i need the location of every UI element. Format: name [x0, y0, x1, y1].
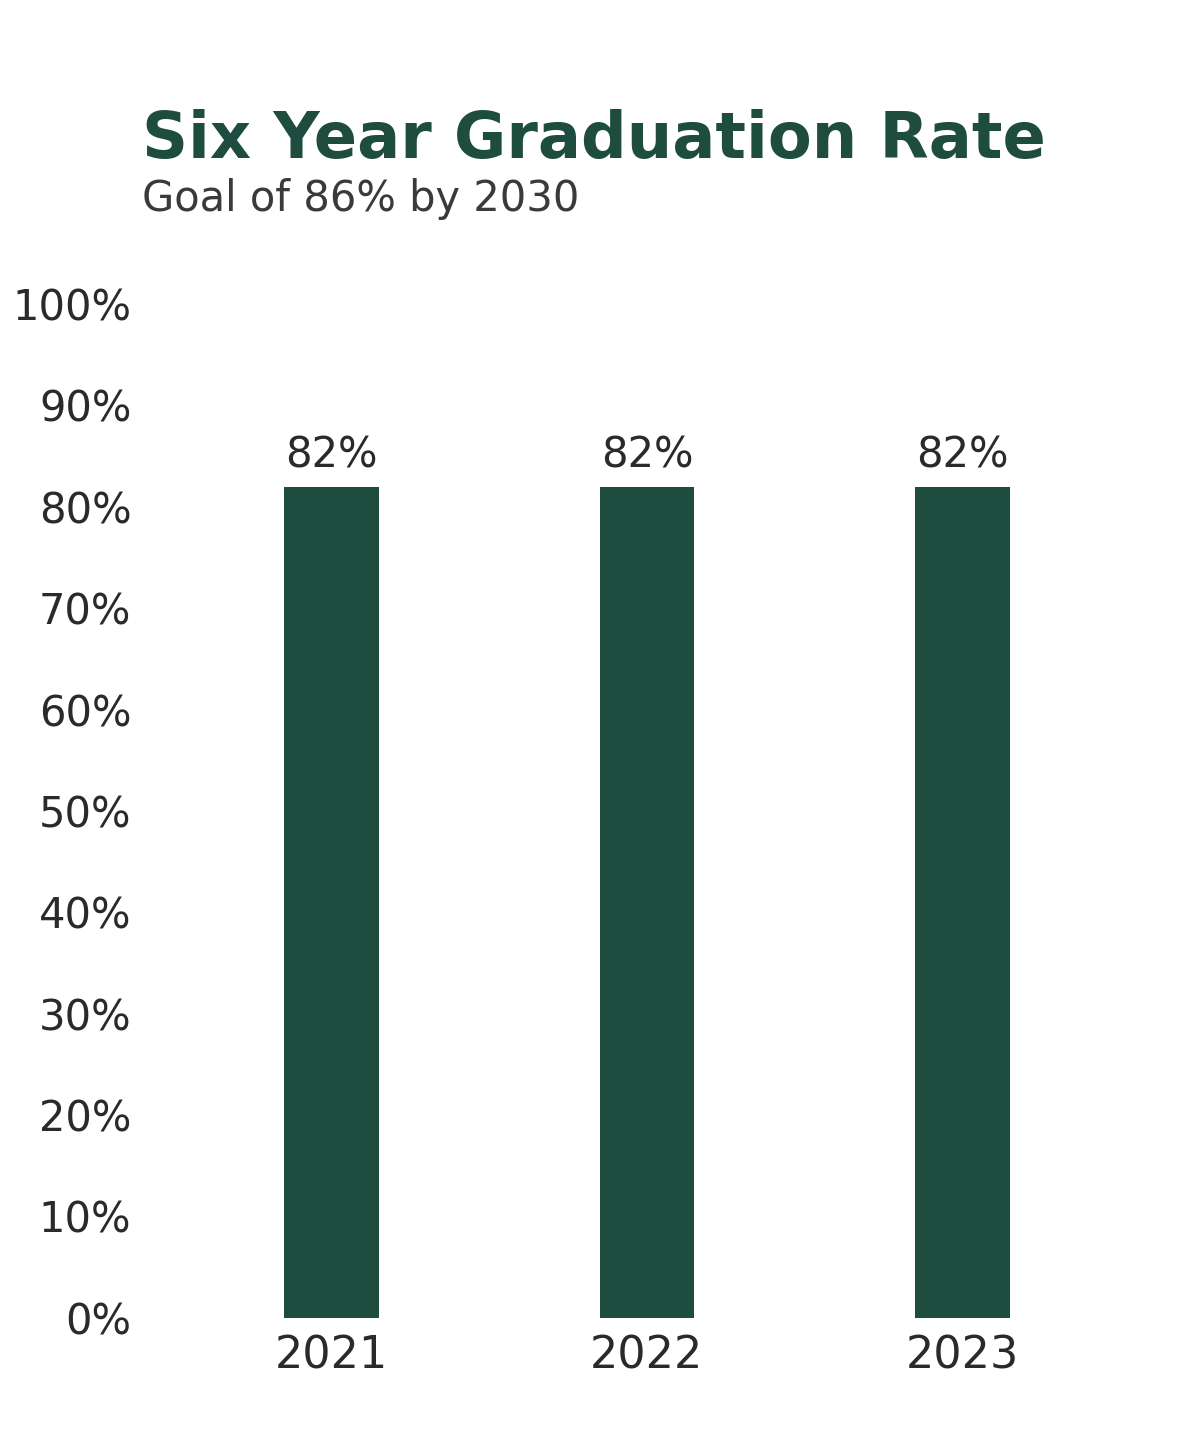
- Text: 82%: 82%: [601, 434, 693, 476]
- Text: 82%: 82%: [916, 434, 1009, 476]
- Text: 82%: 82%: [285, 434, 377, 476]
- Bar: [915, 487, 1009, 1318]
- Bar: [285, 487, 379, 1318]
- Text: Six Year Graduation Rate: Six Year Graduation Rate: [142, 109, 1046, 171]
- Bar: [599, 487, 694, 1318]
- Text: Goal of 86% by 2030: Goal of 86% by 2030: [142, 178, 579, 220]
